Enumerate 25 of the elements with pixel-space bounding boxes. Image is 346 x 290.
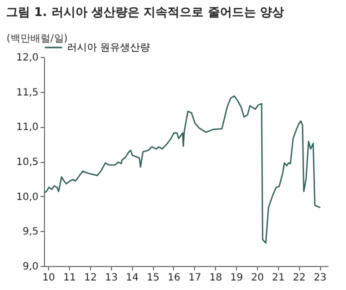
y-tick-label: 9,5 (22, 226, 38, 238)
y-tick-label: 11,5 (16, 87, 38, 98)
x-tick-label: 12 (84, 272, 97, 284)
chart-title: 그림 1. 러시아 생산량은 지속적으로 줄어드는 양상 (6, 5, 284, 19)
x-tick-label: 16 (168, 272, 180, 284)
x-tick-label: 19 (230, 272, 243, 284)
y-tick-label: 10,0 (16, 192, 38, 203)
x-tick-label: 13 (104, 272, 118, 284)
x-tick-label: 20 (251, 272, 264, 284)
x-tick-label: 11 (63, 272, 76, 284)
y-tick-label: 12,0 (16, 52, 38, 64)
x-tick-label: 15 (146, 272, 160, 284)
y-tick-label: 10,5 (16, 157, 38, 168)
x-tick-label: 10 (42, 272, 56, 284)
x-tick-label: 18 (209, 272, 222, 284)
y-axis-title: (백만배럴/일) (6, 34, 68, 44)
x-tick-label: 21 (272, 272, 285, 284)
line-series (43, 95, 321, 244)
x-tick-label: 17 (188, 272, 202, 284)
x-tick-label: 14 (126, 272, 139, 284)
y-tick-label: 9,0 (22, 262, 38, 272)
y-tick-label: 11,0 (16, 122, 38, 134)
x-tick-label: 22 (292, 272, 306, 284)
legend-label: 러시아 원유생산량 (67, 42, 150, 54)
x-tick-label: 23 (314, 272, 327, 284)
